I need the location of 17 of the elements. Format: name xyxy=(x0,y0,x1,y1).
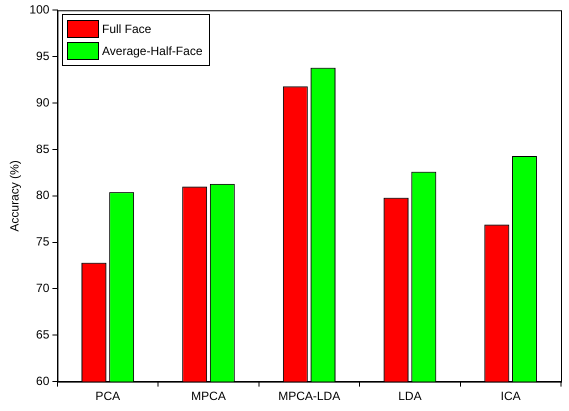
x-tick-label: LDA xyxy=(398,389,422,404)
y-tick-label: 90 xyxy=(36,95,50,110)
legend-label: Full Face xyxy=(102,22,152,36)
y-tick-label: 75 xyxy=(36,234,50,249)
y-tick-label: 65 xyxy=(36,327,50,342)
y-tick-label: 100 xyxy=(29,2,50,17)
y-axis-title: Accuracy (%) xyxy=(8,160,22,232)
y-tick-label: 60 xyxy=(36,374,50,388)
y-tick-label: 70 xyxy=(36,281,50,296)
x-tick-label: MPCA-LDA xyxy=(278,389,340,404)
y-tick-label: 80 xyxy=(36,188,50,202)
x-tick-label: MPCA xyxy=(191,389,226,404)
y-tick-label: 85 xyxy=(36,142,50,156)
y-tick-label: 95 xyxy=(36,48,50,63)
x-tick-label: ICA xyxy=(500,389,521,404)
legend-label: Average-Half-Face xyxy=(102,44,202,58)
x-tick-label: PCA xyxy=(95,389,120,404)
